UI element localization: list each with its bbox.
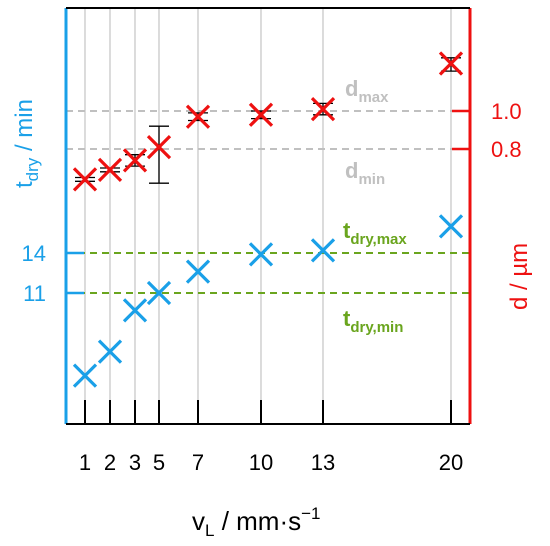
- data-markers: [72, 51, 464, 388]
- vertical-gridlines: [84, 8, 452, 424]
- d-marker-13: [310, 96, 336, 122]
- x-axis-title: vL / mm·s−1: [192, 504, 321, 540]
- x-tick-label-7: 7: [192, 450, 204, 475]
- x-tick-label-10: 10: [249, 450, 273, 475]
- reference-label-max: dmax: [345, 76, 389, 106]
- t-dry-marker-13: [310, 238, 336, 263]
- t-dry-marker-20: [438, 214, 464, 239]
- d-marker-7: [185, 104, 211, 129]
- right-tick-label-0.8: 0.8: [491, 137, 522, 162]
- x-tick-label-13: 13: [311, 450, 335, 475]
- reference-lines: [66, 110, 470, 294]
- left-tick-label-14: 14: [22, 241, 46, 266]
- axis-labels: 1 2 3 5 7 10 13 20 dmax dmin tdry,max tdry,min 14 11 1…: [11, 76, 533, 540]
- reference-label-min: dmin: [345, 158, 385, 188]
- d-marker-20: [438, 51, 464, 76]
- x-tick-label-2: 2: [104, 450, 116, 475]
- d-marker-1: [72, 167, 98, 192]
- right-tick-label-1.0: 1.0: [491, 99, 522, 124]
- left-axis-title: tdry / min: [11, 99, 42, 188]
- x-tick-label-1: 1: [79, 450, 91, 475]
- t-dry-marker-1: [72, 363, 98, 388]
- reference-label-dry-min: tdry,min: [343, 306, 403, 336]
- t-dry-marker-10: [248, 242, 274, 267]
- right-axis-title: d / µm: [506, 243, 533, 310]
- axes: [64, 7, 472, 425]
- left-tick-label-11: 11: [23, 281, 46, 306]
- x-tick-label-5: 5: [153, 450, 165, 475]
- t-dry-marker-3: [122, 298, 148, 323]
- x-tick-label-20: 20: [439, 450, 463, 475]
- x-tick-label-3: 3: [129, 450, 141, 475]
- d-marker-10: [248, 102, 274, 127]
- d-marker-2: [97, 157, 123, 183]
- t-dry-marker-5: [146, 280, 172, 306]
- d-marker-3: [122, 148, 148, 173]
- t-dry-marker-2: [97, 339, 123, 364]
- reference-label-dry-max: tdry,max: [343, 218, 407, 248]
- t-dry-marker-7: [185, 259, 211, 284]
- d-marker-5: [146, 134, 172, 160]
